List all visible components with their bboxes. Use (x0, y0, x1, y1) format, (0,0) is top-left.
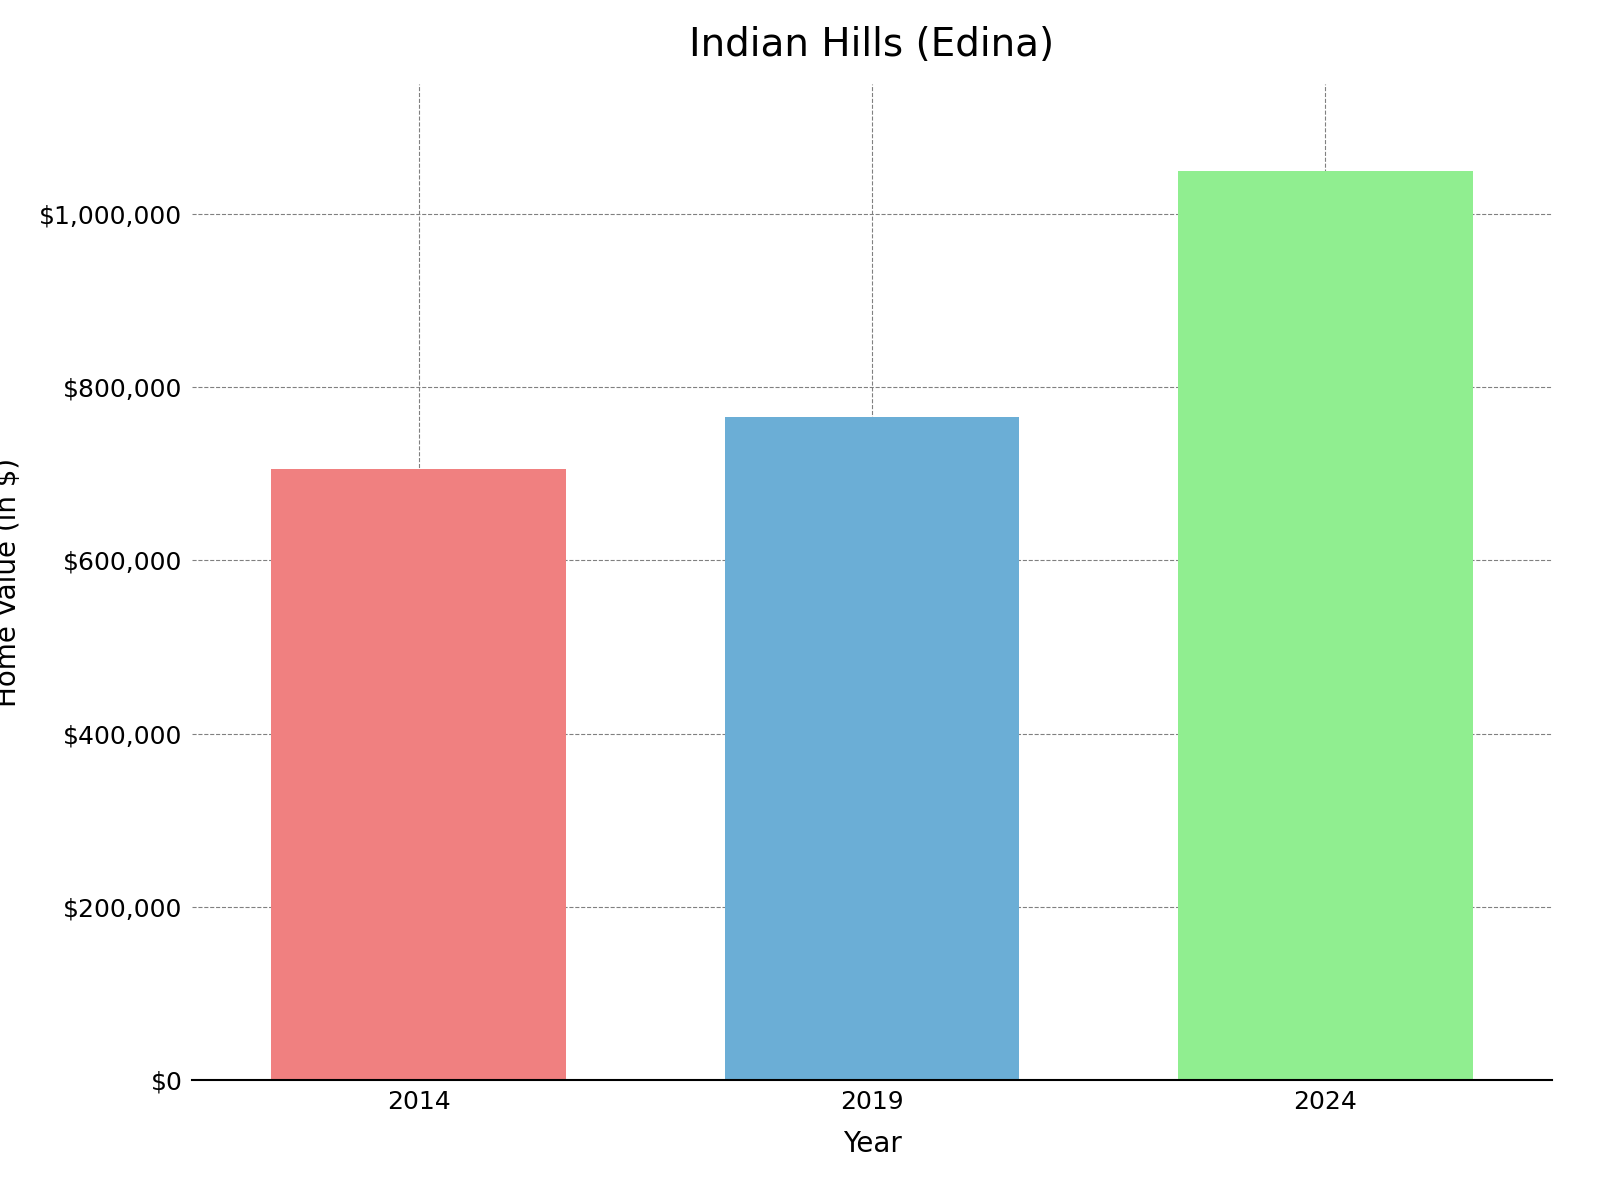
Title: Indian Hills (Edina): Indian Hills (Edina) (690, 26, 1054, 65)
Y-axis label: Home Value (in $): Home Value (in $) (0, 457, 22, 707)
Bar (272, 469, 566, 1080)
X-axis label: Year: Year (843, 1130, 901, 1158)
Bar (725, 418, 1019, 1080)
Bar (1178, 170, 1472, 1080)
